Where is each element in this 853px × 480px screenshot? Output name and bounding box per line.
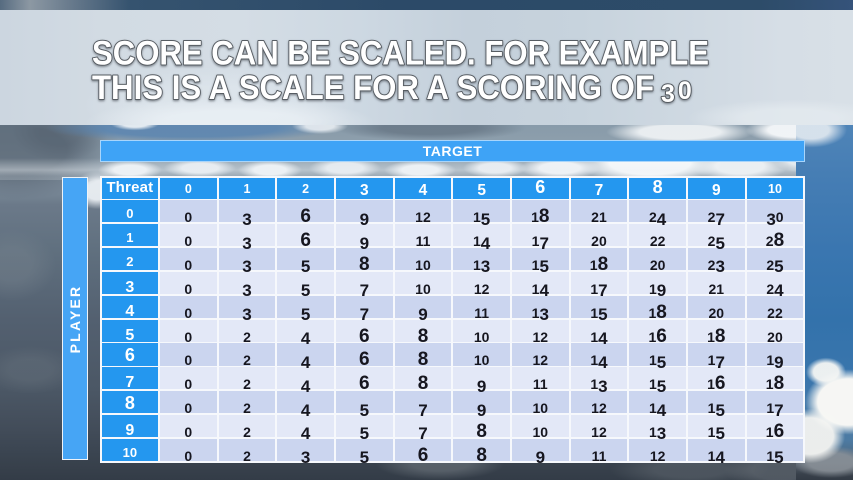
svg-text:SCORE CAN BE SCALED. FOR EXAMP: SCORE CAN BE SCALED. FOR EXAMPLE: [92, 35, 709, 73]
svg-text:30: 30: [661, 77, 695, 108]
svg-text:THIS IS A SCALE FOR A SCORING: THIS IS A SCALE FOR A SCORING OF: [92, 69, 654, 107]
